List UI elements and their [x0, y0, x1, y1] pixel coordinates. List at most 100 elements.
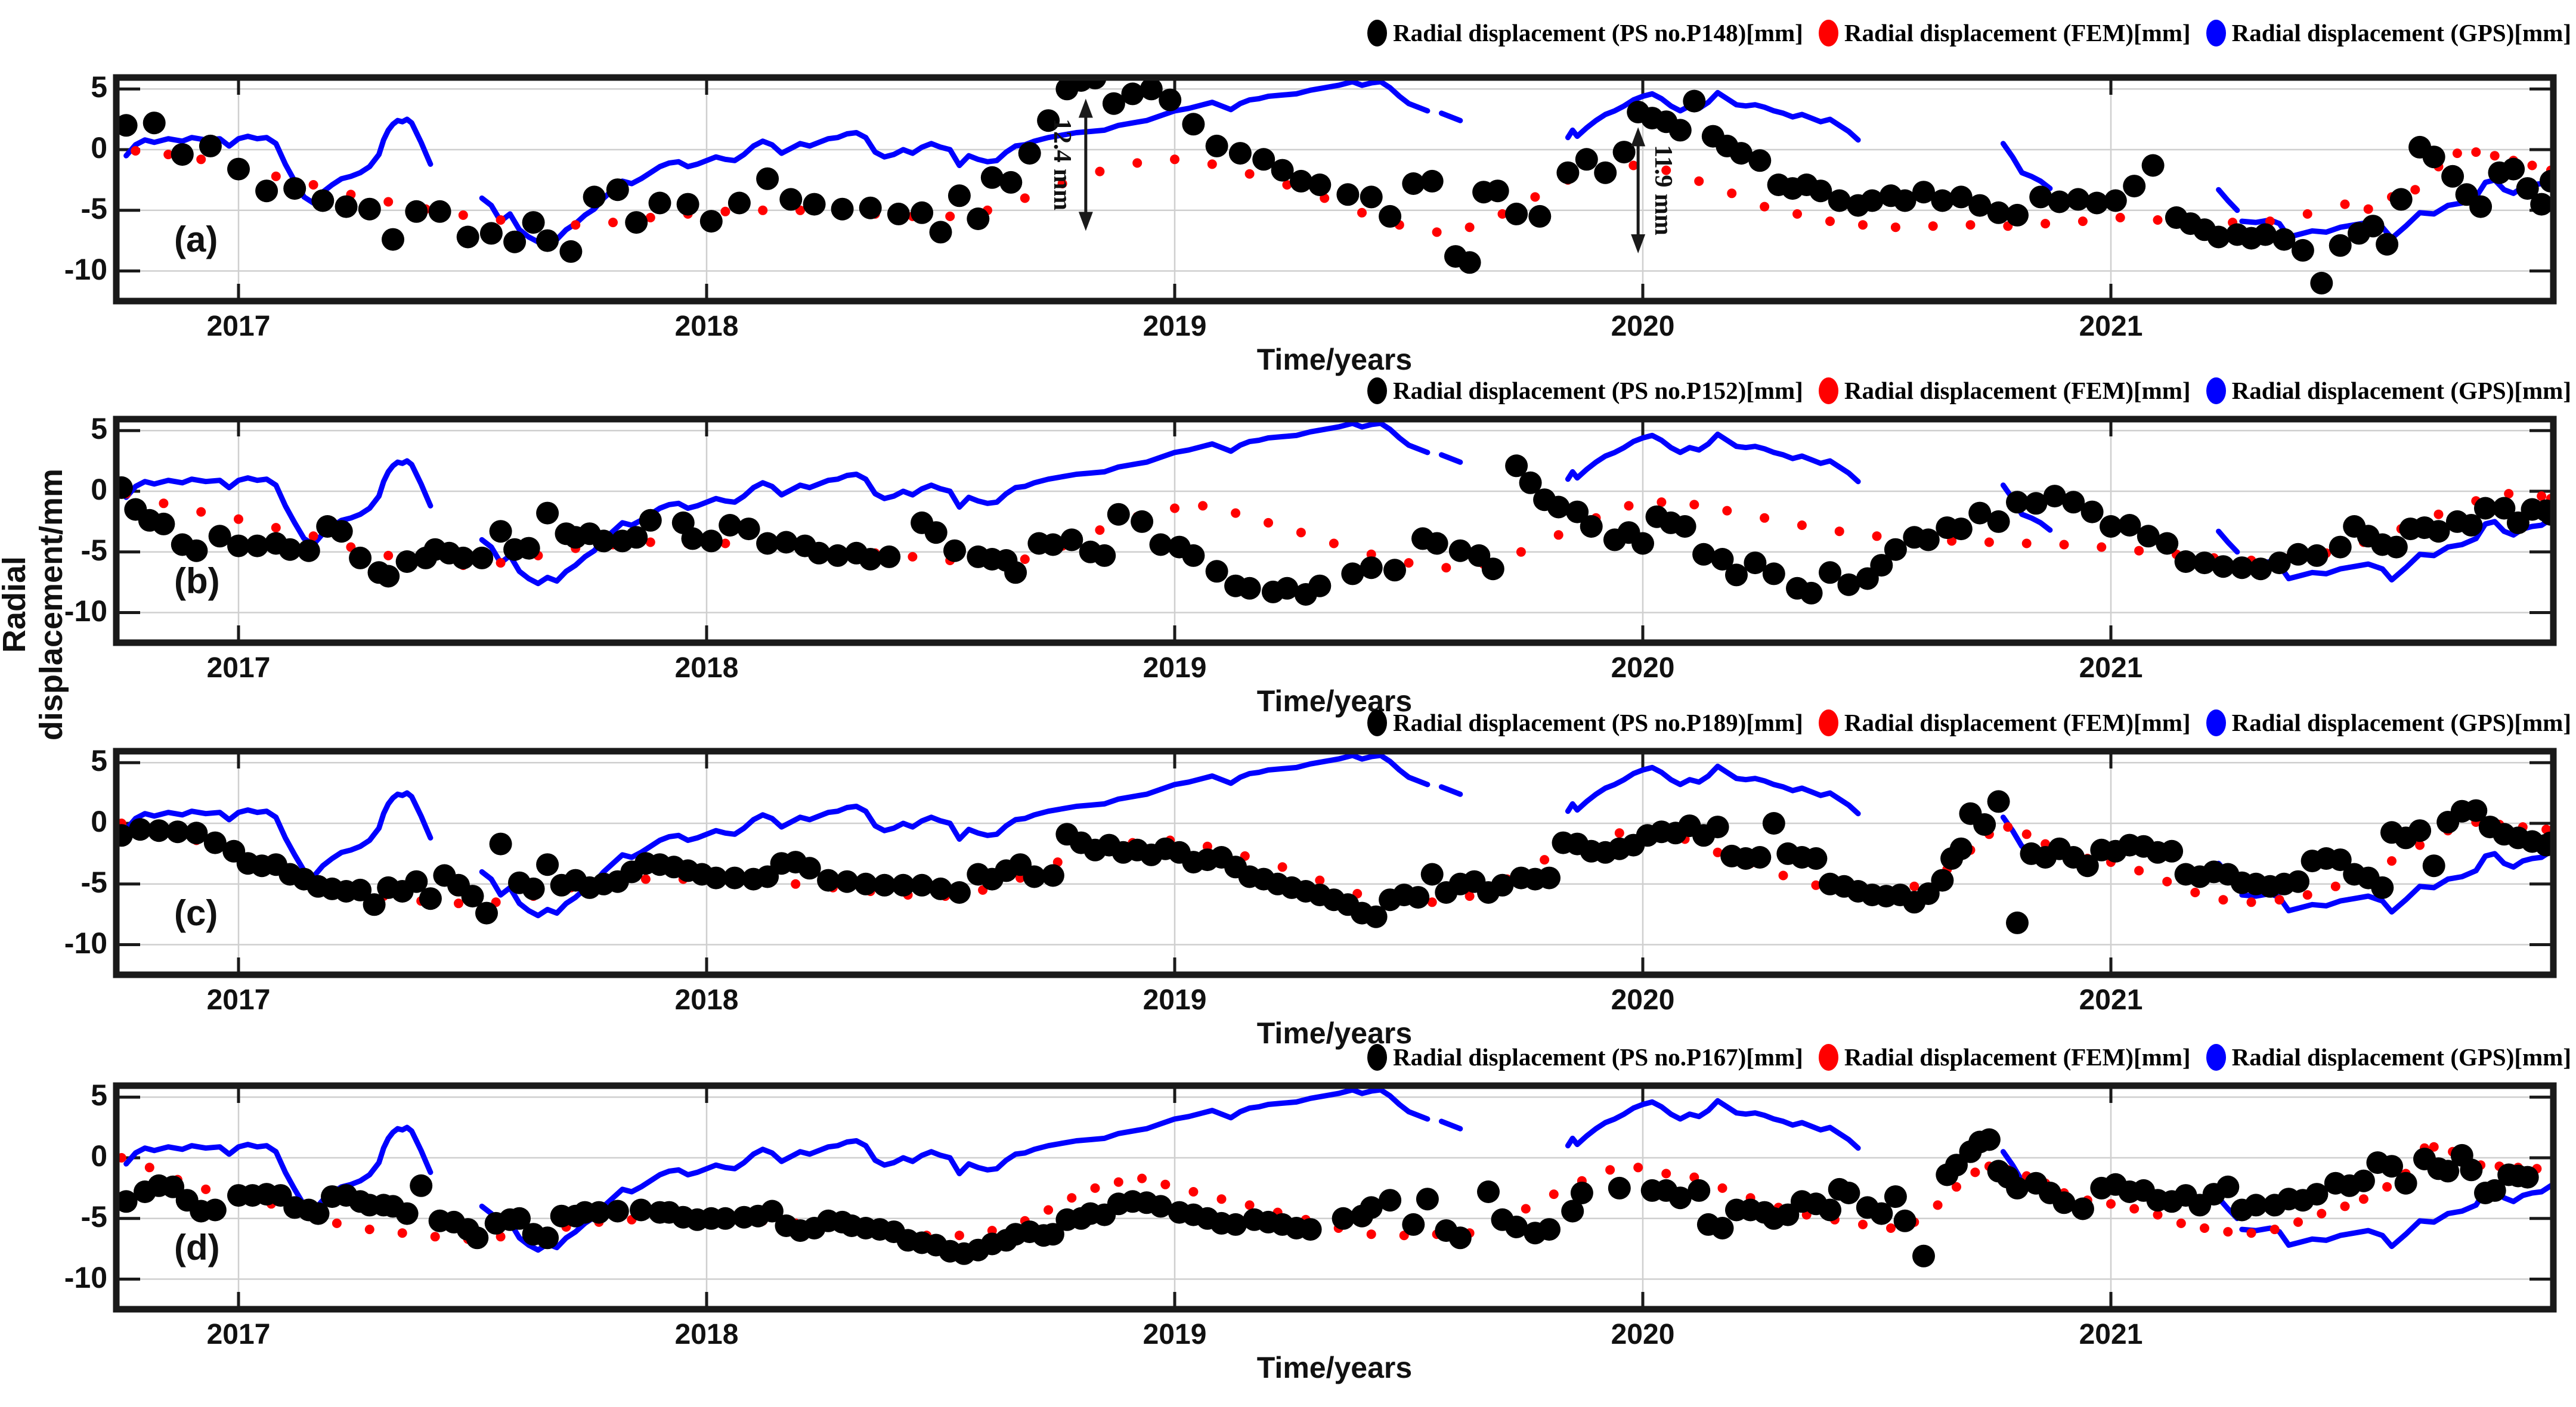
year-label: 2021	[2079, 984, 2143, 1016]
year-label: 2019	[1143, 1319, 1207, 1350]
x-axis-label: Time/years	[1256, 343, 1413, 376]
year-label: 2020	[1611, 652, 1675, 684]
annotation-arrow	[1078, 98, 1093, 231]
legend-label: Radial displacement (GPS)[mm]	[2231, 709, 2571, 736]
legend-label: Radial displacement (GPS)[mm]	[2231, 1043, 2571, 1071]
plot-border	[113, 416, 2557, 646]
annotation-label: 11.9 mm	[1649, 145, 1677, 235]
legend-item: Radial displacement (GPS)[mm]	[2206, 708, 2571, 737]
panel-d-plot	[113, 1082, 2557, 1313]
legend-item: Radial displacement (FEM)[mm]	[1818, 18, 2191, 47]
legend-item: Radial displacement (PS no.P167)[mm]	[1367, 1043, 1803, 1071]
legend-item: Radial displacement (PS no.P189)[mm]	[1367, 708, 1803, 737]
year-label: 2019	[1143, 984, 1207, 1016]
year-label: 2018	[674, 984, 739, 1016]
ps-series	[118, 454, 2552, 606]
y-tick-label: 0	[91, 131, 107, 165]
y-tick-label: 0	[91, 805, 107, 838]
y-tick-label: 5	[91, 70, 107, 104]
year-label: 2019	[1143, 311, 1207, 342]
legend-item: Radial displacement (GPS)[mm]	[2206, 1043, 2571, 1071]
legend-item: Radial displacement (PS no.P152)[mm]	[1367, 376, 1803, 405]
year-label: 2017	[206, 984, 271, 1016]
year-label: 2020	[1611, 984, 1675, 1016]
year-label: 2018	[674, 311, 739, 342]
annotation-arrow	[1631, 127, 1646, 253]
panel-letter: (b)	[174, 561, 220, 601]
ps-series	[118, 1128, 2539, 1267]
x-axis-label: Time/years	[1256, 684, 1413, 718]
y-tick-label: -5	[80, 1200, 107, 1234]
legend-marker-icon	[2206, 377, 2226, 404]
legend-label: Radial displacement (GPS)[mm]	[2231, 19, 2571, 47]
year-label: 2017	[206, 652, 271, 684]
legend-label: Radial displacement (GPS)[mm]	[2231, 377, 2571, 404]
legend-marker-icon	[1367, 19, 1387, 47]
panel-letter: (c)	[174, 893, 218, 933]
legend-item: Radial displacement (PS no.P148)[mm]	[1367, 18, 1803, 47]
fem-series	[131, 146, 2552, 237]
legend-b: Radial displacement (PS no.P152)[mm] Radi…	[1073, 370, 2571, 411]
year-label: 2020	[1611, 311, 1675, 342]
year-label: 2019	[1143, 652, 1207, 684]
y-tick-label: 0	[91, 1139, 107, 1173]
x-axis-label: Time/years	[1256, 1351, 1413, 1384]
y-tick-label: -5	[80, 865, 107, 899]
x-axis-label: Time/years	[1256, 1016, 1413, 1050]
legend-marker-icon	[1818, 377, 1838, 404]
ps-series	[118, 76, 2552, 295]
y-tick-label: -5	[80, 191, 107, 225]
panel-a-plot	[113, 74, 2557, 305]
legend-item: Radial displacement (FEM)[mm]	[1818, 1043, 2191, 1071]
legend-item: Radial displacement (FEM)[mm]	[1818, 376, 2191, 405]
panel-letter: (a)	[174, 219, 218, 259]
legend-marker-icon	[1367, 1043, 1387, 1071]
year-label: 2021	[2079, 1319, 2143, 1350]
legend-item: Radial displacement (GPS)[mm]	[2206, 376, 2571, 405]
legend-label: Radial displacement (FEM)[mm]	[1844, 709, 2191, 736]
legend-label: Radial displacement (PS no.P189)[mm]	[1392, 709, 1803, 736]
year-label: 2021	[2079, 311, 2143, 342]
legend-marker-icon	[2206, 19, 2226, 47]
panel-c-plot	[113, 748, 2557, 978]
year-label: 2017	[206, 1319, 271, 1350]
y-tick-label: -10	[64, 594, 107, 628]
panel-b-plot	[113, 416, 2557, 646]
plot-border	[113, 74, 2557, 305]
y-tick-label: -5	[80, 533, 107, 567]
annotation-label: 12.4 mm	[1048, 119, 1076, 211]
y-tick-label: -10	[64, 252, 107, 286]
ps-series	[118, 790, 2552, 934]
y-tick-label: 5	[91, 1079, 107, 1112]
year-label: 2018	[674, 1319, 739, 1350]
y-tick-label: -10	[64, 926, 107, 960]
y-tick-label: 5	[91, 744, 107, 778]
panel-letter: (d)	[174, 1228, 220, 1267]
plot-border	[113, 748, 2557, 978]
legend-marker-icon	[1367, 377, 1387, 404]
legend-label: Radial displacement (PS no.P152)[mm]	[1392, 377, 1803, 404]
plot-border	[113, 1082, 2557, 1313]
legend-c: Radial displacement (PS no.P189)[mm] Radi…	[1073, 702, 2571, 743]
legend-marker-icon	[1818, 709, 1838, 736]
legend-marker-icon	[1818, 1043, 1838, 1071]
legend-a: Radial displacement (PS no.P148)[mm] Radi…	[1073, 12, 2571, 54]
year-label: 2020	[1611, 1319, 1675, 1350]
year-label: 2017	[206, 311, 271, 342]
y-tick-label: 5	[91, 412, 107, 446]
legend-marker-icon	[2206, 1043, 2226, 1071]
legend-item: Radial displacement (GPS)[mm]	[2206, 18, 2571, 47]
legend-marker-icon	[2206, 709, 2226, 736]
y-tick-label: -10	[64, 1260, 107, 1294]
y-tick-label: 0	[91, 473, 107, 506]
legend-item: Radial displacement (FEM)[mm]	[1818, 708, 2191, 737]
legend-label: Radial displacement (PS no.P148)[mm]	[1392, 19, 1803, 47]
year-label: 2018	[674, 652, 739, 684]
legend-marker-icon	[1818, 19, 1838, 47]
legend-marker-icon	[1367, 709, 1387, 736]
legend-label: Radial displacement (FEM)[mm]	[1844, 377, 2191, 404]
legend-d: Radial displacement (PS no.P167)[mm] Radi…	[1073, 1036, 2571, 1078]
legend-label: Radial displacement (FEM)[mm]	[1844, 19, 2191, 47]
legend-label: Radial displacement (FEM)[mm]	[1844, 1043, 2191, 1071]
